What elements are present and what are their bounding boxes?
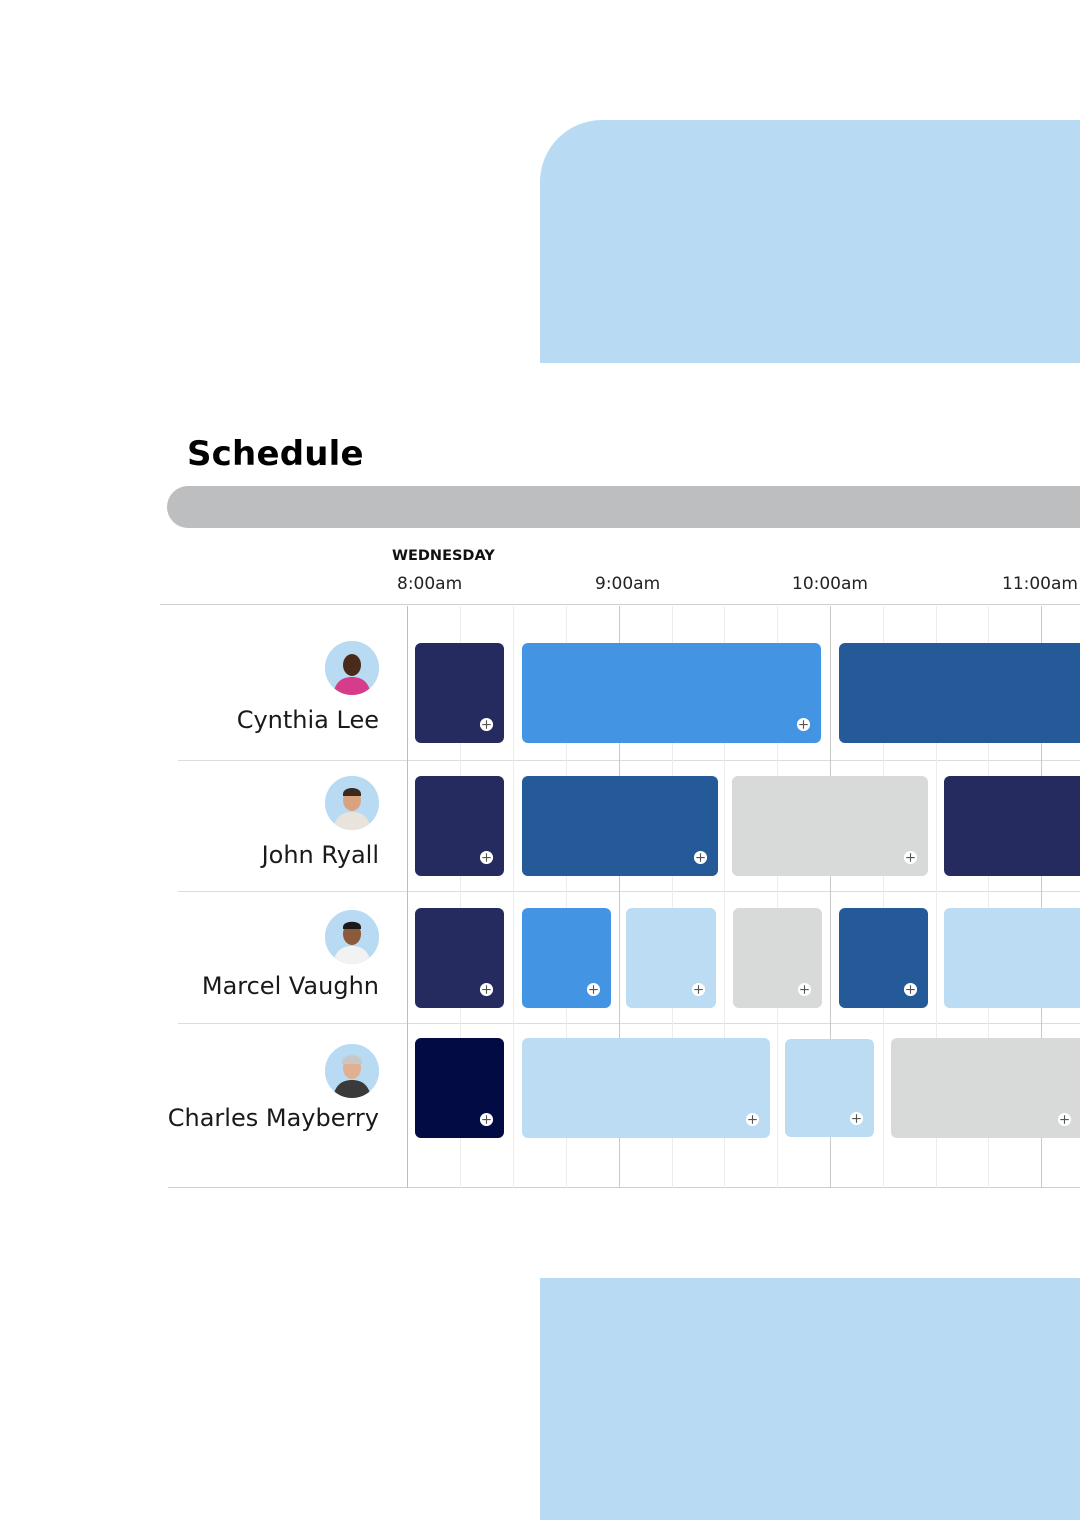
- decorative-panel-bottom: [540, 1278, 1080, 1520]
- add-icon[interactable]: [691, 982, 706, 997]
- grid-hour-line: [1041, 606, 1042, 1188]
- grid-minor-line: [566, 606, 567, 1188]
- person-avatar-icon: [325, 776, 379, 830]
- add-icon[interactable]: [797, 982, 812, 997]
- grid-minor-line: [672, 606, 673, 1188]
- shift-block[interactable]: [733, 908, 822, 1008]
- person-avatar-icon: [325, 910, 379, 964]
- person-name: John Ryall: [261, 841, 379, 869]
- grid-minor-line: [883, 606, 884, 1188]
- time-label-10am: 10:00am: [792, 574, 868, 594]
- time-label-9am: 9:00am: [595, 574, 661, 594]
- grid-minor-line: [936, 606, 937, 1188]
- grid-minor-line: [988, 606, 989, 1188]
- grid-axis-line: [407, 606, 408, 1188]
- grid-minor-line: [513, 606, 514, 1188]
- shift-block[interactable]: [626, 908, 716, 1008]
- add-icon[interactable]: [903, 982, 918, 997]
- shift-block[interactable]: [415, 908, 504, 1008]
- row-divider: [178, 760, 1080, 761]
- shift-block[interactable]: [522, 643, 821, 743]
- time-label-8am: 8:00am: [397, 574, 463, 594]
- row-divider: [178, 1023, 1080, 1024]
- add-icon[interactable]: [586, 982, 601, 997]
- add-icon[interactable]: [903, 850, 918, 865]
- decorative-panel-top: [540, 120, 1080, 363]
- person-name: Cynthia Lee: [236, 706, 379, 734]
- shift-block[interactable]: [839, 643, 1080, 743]
- page-title: Schedule: [187, 434, 364, 474]
- add-icon[interactable]: [693, 850, 708, 865]
- shift-block[interactable]: [944, 776, 1080, 876]
- avatar[interactable]: [325, 776, 379, 830]
- day-label: WEDNESDAY: [392, 548, 495, 564]
- add-icon[interactable]: [479, 982, 494, 997]
- add-icon[interactable]: [479, 1112, 494, 1127]
- shift-block[interactable]: [415, 643, 504, 743]
- add-icon[interactable]: [479, 717, 494, 732]
- avatar[interactable]: [325, 641, 379, 695]
- add-icon[interactable]: [796, 717, 811, 732]
- grid-bottom-border: [168, 1187, 1080, 1188]
- shift-block[interactable]: [891, 1038, 1080, 1138]
- avatar[interactable]: [325, 1044, 379, 1098]
- shift-block[interactable]: [944, 908, 1080, 1008]
- add-icon[interactable]: [479, 850, 494, 865]
- grid-minor-line: [724, 606, 725, 1188]
- header-divider: [160, 604, 1080, 605]
- grid-minor-line: [777, 606, 778, 1188]
- grid-hour-line: [830, 606, 831, 1188]
- shift-block[interactable]: [522, 776, 718, 876]
- person-avatar-icon: [325, 1044, 379, 1098]
- person-name: Marcel Vaughn: [201, 972, 379, 1000]
- add-icon[interactable]: [1057, 1112, 1072, 1127]
- shift-block[interactable]: [732, 776, 928, 876]
- shift-block[interactable]: [415, 1038, 504, 1138]
- add-icon[interactable]: [745, 1112, 760, 1127]
- toolbar-bar: [167, 486, 1080, 528]
- shift-block[interactable]: [415, 776, 504, 876]
- shift-block[interactable]: [522, 1038, 770, 1138]
- shift-block[interactable]: [785, 1039, 874, 1137]
- row-divider: [178, 891, 1080, 892]
- shift-block[interactable]: [839, 908, 928, 1008]
- person-name: Charles Mayberry: [167, 1104, 379, 1132]
- add-icon[interactable]: [849, 1111, 864, 1126]
- person-avatar-icon: [325, 641, 379, 695]
- shift-block[interactable]: [522, 908, 611, 1008]
- grid-hour-line: [619, 606, 620, 1188]
- avatar[interactable]: [325, 910, 379, 964]
- time-label-11am: 11:00am: [1002, 574, 1078, 594]
- grid-minor-line: [460, 606, 461, 1188]
